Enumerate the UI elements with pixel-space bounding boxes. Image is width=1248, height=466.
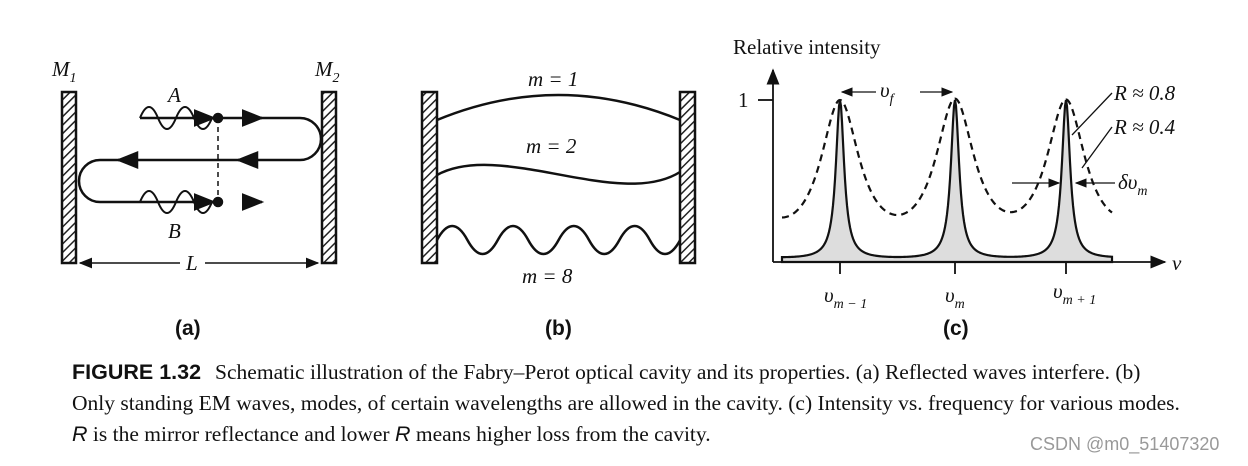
mirror-label: M2 — [314, 57, 340, 86]
symbol: R — [72, 422, 88, 446]
axis-title: Relative intensity — [733, 35, 881, 59]
panel-b — [420, 90, 697, 265]
ray — [77, 116, 323, 204]
panel-label: (a) — [175, 317, 201, 340]
tick-label: 1 — [738, 88, 749, 112]
curve-label: R ≈ 0.8 — [1113, 81, 1176, 105]
symbol: υ — [824, 283, 834, 307]
wave-label: B — [168, 219, 181, 243]
subscript: m + 1 — [1063, 293, 1097, 308]
spacing-label: υf — [880, 78, 896, 107]
linewidth-label: δυm — [1118, 170, 1148, 199]
symbol: υ — [1053, 279, 1063, 303]
mirror — [678, 90, 697, 265]
symbol: R — [394, 422, 411, 446]
caption-text: Schematic illustration of the Fabry–Pero… — [72, 360, 1180, 415]
mirror — [60, 90, 78, 265]
symbol: δυ — [1118, 170, 1137, 194]
figure: M1 M2 A B L (a) m = 1 m = 2 m = 8 (b) Re… — [51, 35, 1182, 340]
panel-a — [60, 90, 338, 269]
mode-label: m = 8 — [522, 264, 573, 288]
symbol: M — [51, 57, 71, 81]
mode — [436, 163, 681, 185]
subscript: f — [890, 92, 896, 107]
mirror — [420, 90, 439, 265]
mirror — [320, 90, 338, 265]
panel-label: (c) — [943, 317, 969, 340]
symbol: υ — [945, 283, 955, 307]
mode-label: m = 1 — [528, 67, 578, 91]
subscript: 2 — [333, 71, 340, 86]
peak-label: υm + 1 — [1053, 279, 1096, 308]
curve-label: R ≈ 0.4 — [1113, 115, 1176, 139]
subscript: m — [1137, 184, 1147, 199]
caption-text: means higher loss from the cavity. — [410, 422, 711, 446]
mode — [436, 93, 681, 122]
curve — [781, 97, 1113, 219]
mode-label: m = 2 — [526, 134, 577, 158]
subscript: m — [955, 297, 965, 312]
subscript: 1 — [70, 71, 77, 86]
peak-label: υm — [945, 283, 965, 312]
peak-label: υm − 1 — [824, 283, 867, 312]
subscript: m − 1 — [834, 297, 868, 312]
mirror-label: M1 — [51, 57, 77, 86]
symbol: M — [314, 57, 334, 81]
panel-c — [758, 68, 1167, 274]
length-label: L — [185, 251, 198, 275]
curve — [780, 99, 1114, 264]
caption: FIGURE 1.32 Schematic illustration of the… — [72, 357, 1182, 450]
watermark: CSDN @m0_51407320 — [1030, 434, 1220, 454]
mode — [435, 224, 682, 256]
figure-label: FIGURE 1.32 — [72, 360, 202, 384]
symbol: υ — [880, 78, 890, 102]
wave-label: A — [166, 83, 181, 107]
panel-label: (b) — [545, 317, 572, 340]
axis-symbol: ν — [1172, 251, 1182, 275]
caption-text: is the mirror reflectance and lower — [87, 422, 395, 446]
